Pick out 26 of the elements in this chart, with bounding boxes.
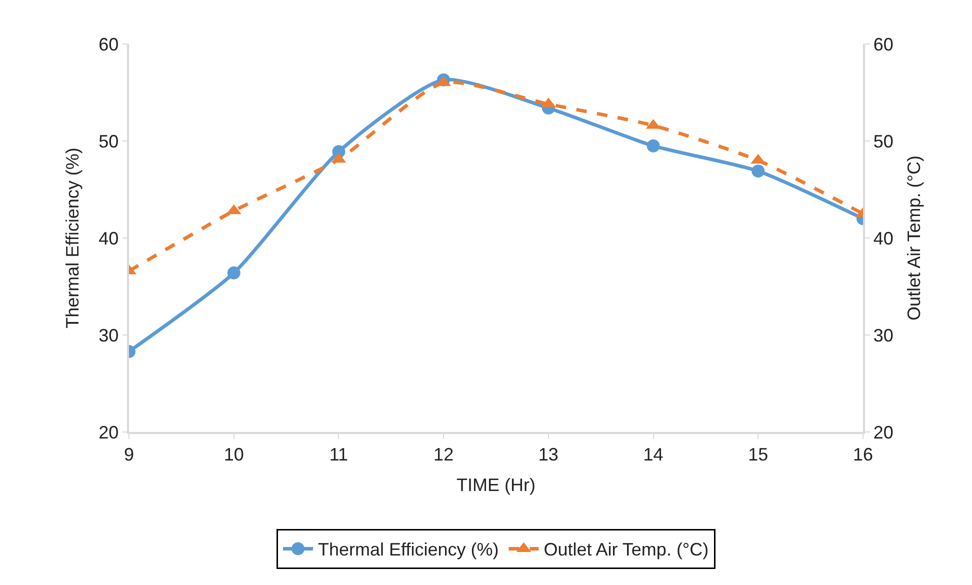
- y2-tick-label: 50: [873, 131, 894, 152]
- x-axis-title: TIME (Hr): [456, 474, 536, 495]
- point: [646, 139, 660, 152]
- x-tick-label: 16: [852, 444, 874, 464]
- y-tick-label: 40: [98, 228, 119, 248]
- x-tick-label: 10: [224, 444, 244, 464]
- x-tick-label: 13: [538, 444, 558, 464]
- y2-tick-label: 30: [873, 325, 894, 346]
- y-tick-label: 20: [98, 422, 119, 442]
- y2-axis-title: Outlet Air Temp. (°C): [904, 156, 924, 320]
- x-tick-label: 11: [329, 444, 348, 464]
- y2-tick-label: 20: [873, 422, 894, 442]
- x-tick-label: 14: [643, 444, 664, 464]
- point: [227, 266, 240, 280]
- legend-label: Outlet Air Temp. (°C): [544, 540, 709, 560]
- y-tick-label: 50: [98, 131, 119, 152]
- y-tick-label: 60: [98, 34, 119, 54]
- y2-tick-label: 40: [873, 228, 894, 248]
- y2-tick-label: 60: [873, 34, 894, 54]
- point: [752, 164, 765, 178]
- x-tick-label: 12: [434, 444, 454, 464]
- legend-label: Thermal Efficiency (%): [318, 540, 499, 560]
- y-axis-title: Thermal Efficiency (%): [62, 148, 82, 328]
- y-tick-label: 30: [98, 325, 119, 346]
- x-tick-label: 9: [124, 444, 134, 464]
- x-tick-label: 15: [748, 444, 768, 464]
